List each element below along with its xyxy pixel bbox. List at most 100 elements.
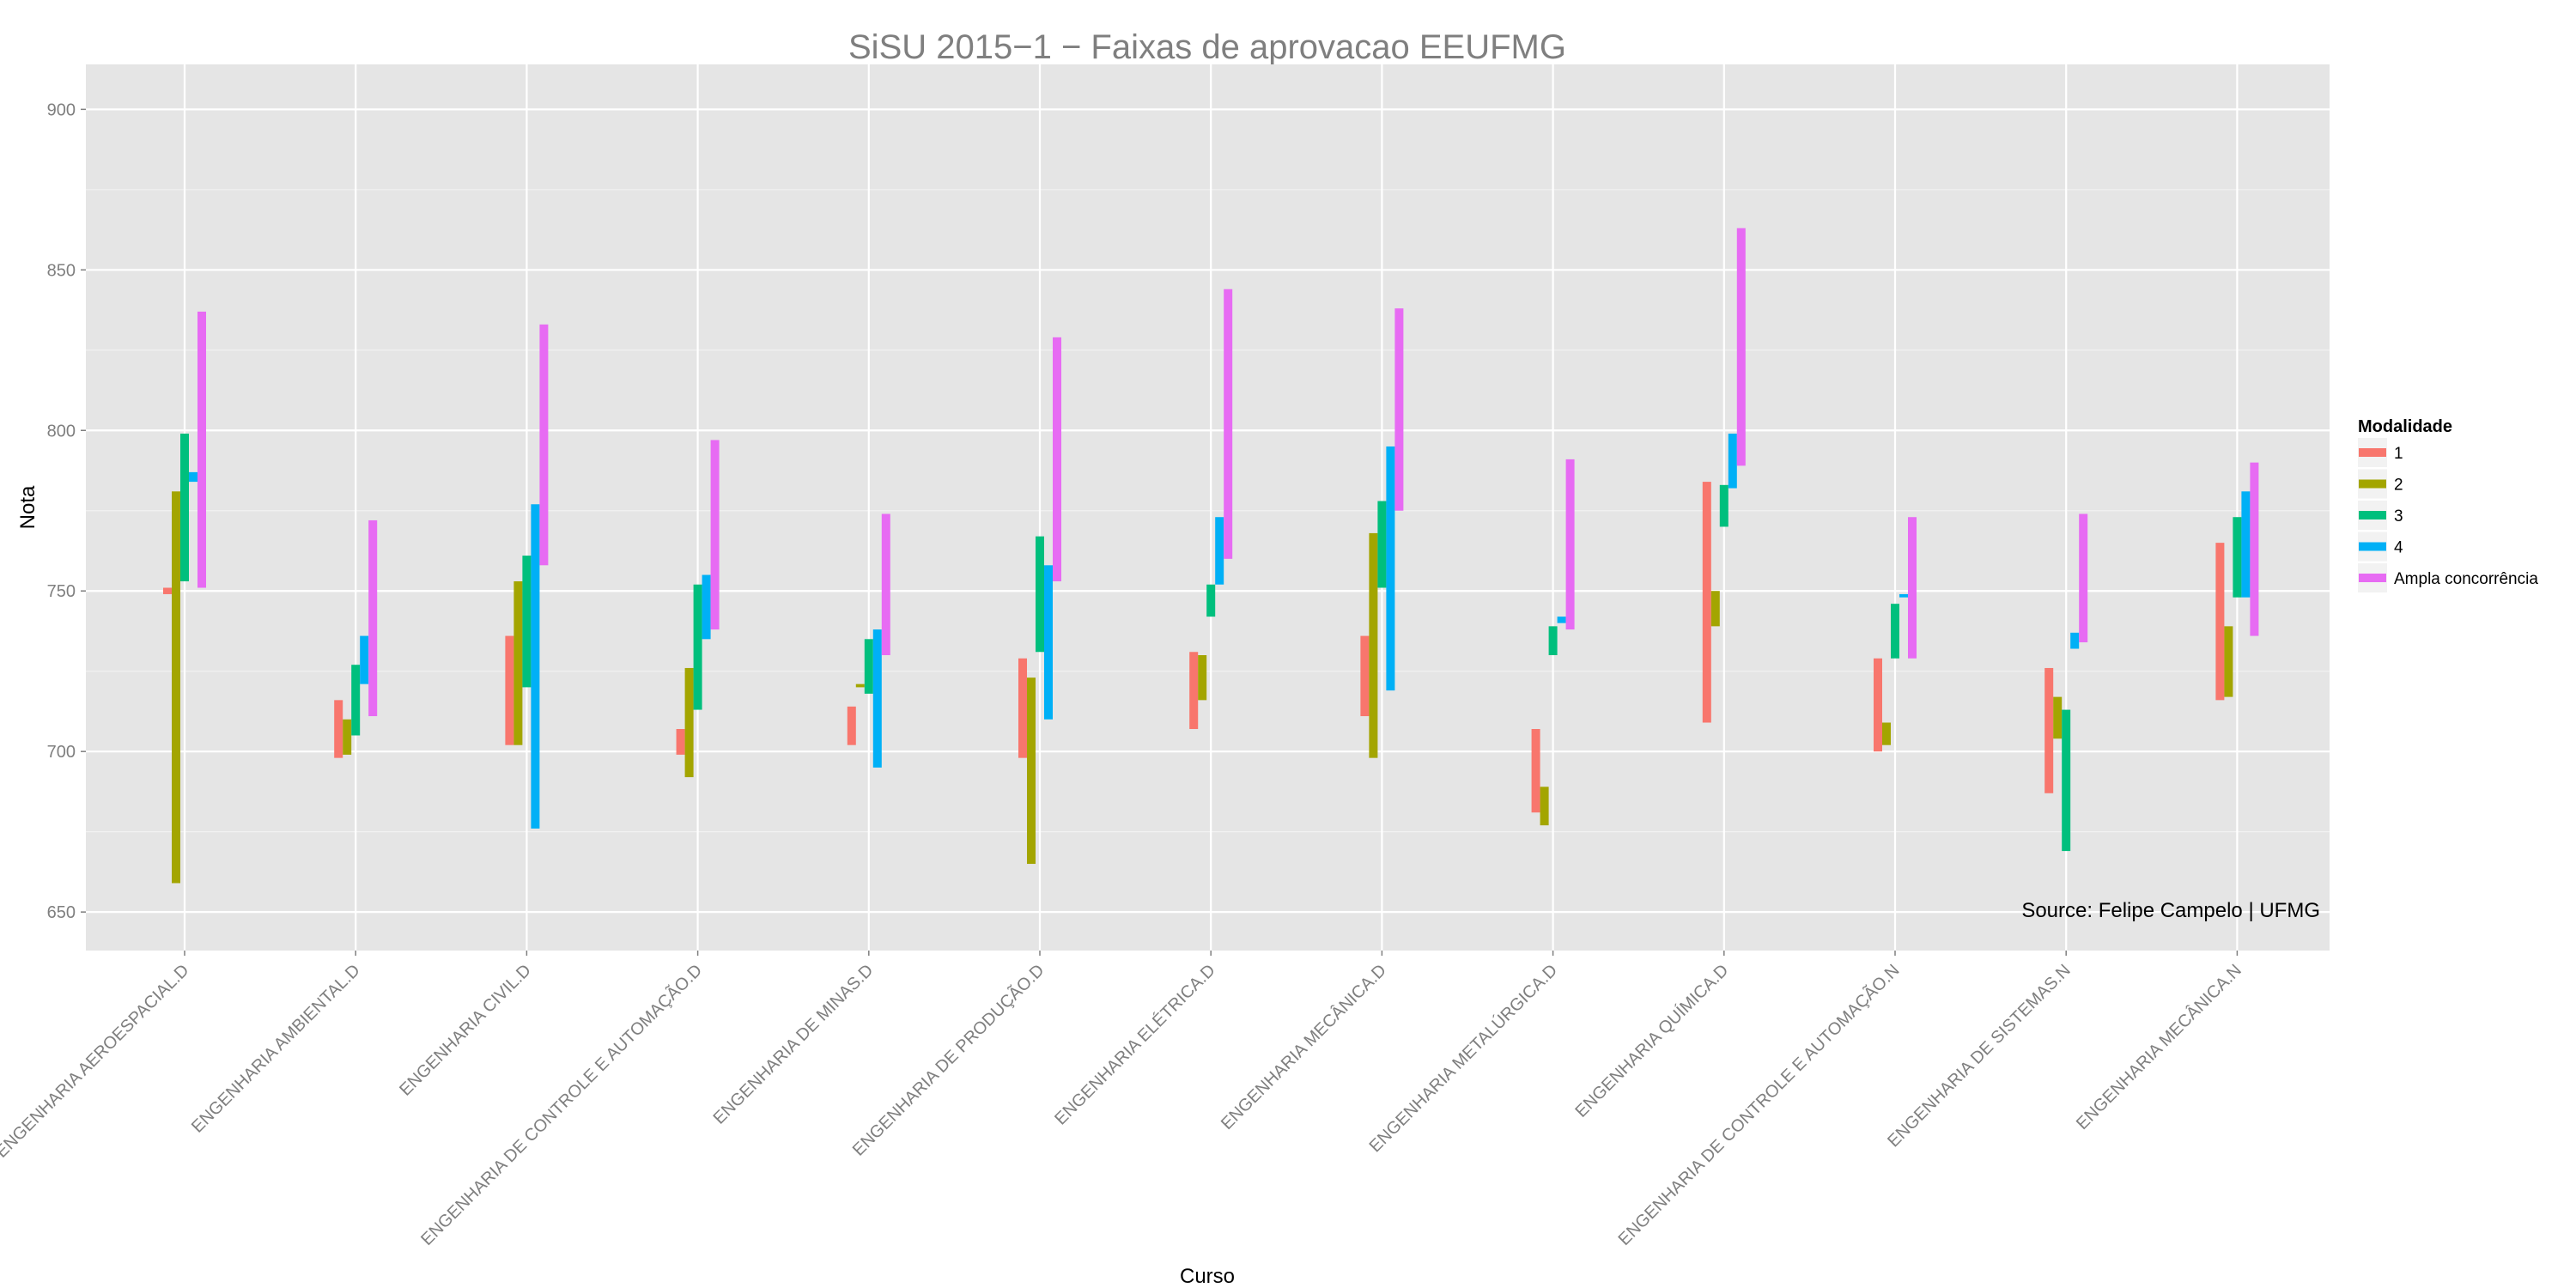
range-bar xyxy=(1360,635,1370,717)
legend-label: 3 xyxy=(2394,507,2403,526)
y-axis-title: Nota xyxy=(16,485,39,529)
range-bar xyxy=(189,471,197,483)
x-tick-label: ENGENHARIA DE SISTEMAS.N xyxy=(1884,961,2074,1151)
legend-key xyxy=(2359,448,2386,457)
range-bar xyxy=(2070,632,2080,649)
range-bar xyxy=(2224,626,2233,697)
x-tick-label: ENGENHARIA AEROESPACIAL.D xyxy=(0,961,193,1162)
range-bar xyxy=(1728,434,1737,489)
source-annotation: Source: Felipe Campelo | UFMG xyxy=(2021,899,2320,922)
y-tick-label: 750 xyxy=(47,582,76,601)
range-bar xyxy=(343,719,352,755)
legend-label: 1 xyxy=(2394,445,2403,463)
range-bar xyxy=(1027,677,1036,865)
chart-title: SiSU 2015−1 − Faixas de aprovacao EEUFMG xyxy=(848,28,1566,66)
range-bar xyxy=(1531,729,1540,813)
range-bar xyxy=(531,504,540,829)
x-tick-label: ENGENHARIA DE PRODUÇÃO.D xyxy=(848,960,1048,1160)
range-bar xyxy=(334,700,343,758)
range-bar xyxy=(1557,617,1566,623)
range-bar xyxy=(505,635,514,745)
range-bar xyxy=(351,665,361,736)
range-bar xyxy=(1736,228,1746,466)
range-bar xyxy=(2079,513,2088,643)
y-tick-label: 700 xyxy=(47,743,76,762)
x-tick-label: ENGENHARIA CIVIL.D xyxy=(396,961,535,1100)
range-bar xyxy=(847,706,856,745)
range-bar xyxy=(1206,584,1216,617)
range-bar xyxy=(1224,289,1233,559)
legend-items: 1 2 3 4 Ampla concorrência xyxy=(2358,438,2538,592)
x-tick-label: ENGENHARIA DE MINAS.D xyxy=(710,961,878,1128)
range-bar xyxy=(872,629,882,768)
range-bar xyxy=(1044,565,1053,720)
range-bar xyxy=(864,639,873,694)
range-bar xyxy=(172,491,180,884)
x-tick-label: ENGENHARIA DE CONTROLE E AUTOMAÇÃO.N xyxy=(1613,960,1903,1249)
range-bar xyxy=(539,324,549,566)
legend-key xyxy=(2359,511,2386,519)
plot-panel xyxy=(86,64,2330,951)
range-bar xyxy=(1394,308,1404,511)
x-tick-label: ENGENHARIA MECÂNICA.N xyxy=(2072,960,2245,1133)
range-bar xyxy=(1036,536,1044,653)
legend-label: 2 xyxy=(2394,477,2403,495)
legend-key xyxy=(2359,479,2386,489)
x-tick-label: ENGENHARIA AMBIENTAL.D xyxy=(188,961,364,1137)
range-bar xyxy=(1386,446,1395,691)
range-bar xyxy=(513,581,523,745)
range-bar xyxy=(1377,501,1387,588)
legend-label: 4 xyxy=(2394,539,2403,557)
legend-key xyxy=(2359,574,2386,582)
range-bar xyxy=(2062,709,2071,852)
range-bar xyxy=(522,556,532,688)
y-tick-label: 850 xyxy=(47,261,76,280)
range-bar xyxy=(710,440,720,630)
range-bar xyxy=(180,434,189,581)
range-bar xyxy=(197,311,206,588)
range-bar xyxy=(684,667,694,778)
range-bar xyxy=(1198,655,1207,701)
range-bar xyxy=(702,574,711,640)
range-bar xyxy=(2241,491,2251,598)
range-bar xyxy=(1702,482,1711,723)
x-tick-label: ENGENHARIA QUÍMICA.D xyxy=(1571,960,1733,1121)
x-tick-label: ENGENHARIA METALÚRGICA.D xyxy=(1365,960,1561,1156)
range-bar xyxy=(2250,462,2259,636)
x-tick-label: ENGENHARIA ELÉTRICA.D xyxy=(1051,960,1219,1128)
range-bar xyxy=(881,513,890,655)
range-bar xyxy=(368,519,378,717)
y-tick-label: 900 xyxy=(47,100,76,119)
legend: Modalidade 1 2 3 4 Ampla concorrência xyxy=(2358,417,2538,592)
range-bar xyxy=(1908,517,1917,659)
range-bar xyxy=(676,729,685,755)
y-tick-label: 650 xyxy=(47,903,76,922)
y-axis: 650 700 750 800 850 900 xyxy=(47,100,86,922)
range-bar xyxy=(1053,337,1061,581)
range-bar xyxy=(2044,667,2054,793)
range-bar xyxy=(1882,722,1891,745)
range-bar xyxy=(1710,591,1720,627)
range-bar xyxy=(1215,517,1224,585)
legend-label: Ampla concorrência xyxy=(2394,570,2538,588)
range-bar xyxy=(1899,593,1908,598)
range-bar xyxy=(163,587,172,594)
range-bar xyxy=(2215,543,2225,701)
range-bar xyxy=(360,635,369,684)
range-bar xyxy=(2233,517,2242,598)
x-tick-label: ENGENHARIA MECÂNICA.D xyxy=(1217,960,1390,1133)
y-tick-label: 800 xyxy=(47,422,76,440)
range-bar xyxy=(855,683,865,688)
range-bar xyxy=(1719,484,1728,527)
range-bar xyxy=(1565,459,1575,630)
range-bar xyxy=(693,584,702,710)
range-bar xyxy=(1369,532,1378,758)
range-bar xyxy=(1548,626,1558,655)
x-axis-title: Curso xyxy=(1180,1265,1235,1288)
range-bar xyxy=(1874,658,1882,752)
range-bar xyxy=(1018,658,1027,758)
range-bar xyxy=(1540,787,1549,826)
legend-key xyxy=(2359,542,2386,551)
